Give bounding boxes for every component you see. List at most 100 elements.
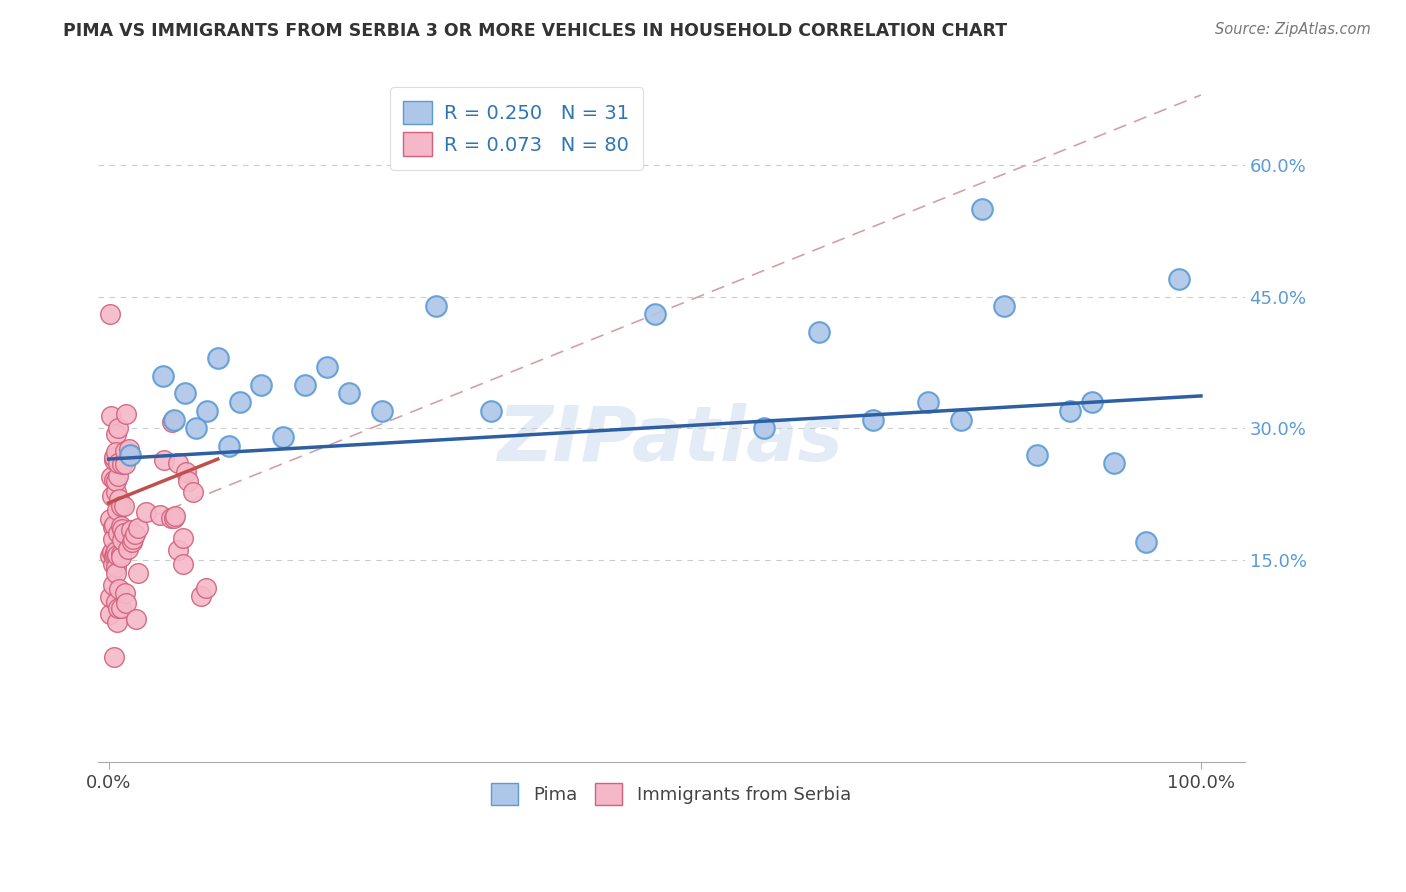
Point bbox=[294, 377, 316, 392]
Point bbox=[104, 426, 127, 441]
Point bbox=[103, 549, 125, 564]
Point bbox=[207, 351, 229, 366]
Point bbox=[100, 470, 122, 484]
Point bbox=[118, 442, 141, 456]
Point bbox=[127, 521, 149, 535]
Point bbox=[807, 325, 830, 339]
Point bbox=[218, 439, 240, 453]
Point bbox=[1059, 404, 1081, 418]
Point bbox=[100, 409, 122, 423]
Point bbox=[159, 511, 181, 525]
Point bbox=[1135, 535, 1157, 549]
Point bbox=[104, 560, 127, 574]
Point bbox=[98, 512, 121, 526]
Point bbox=[112, 525, 135, 540]
Point bbox=[101, 545, 124, 559]
Point bbox=[370, 404, 392, 418]
Point bbox=[121, 523, 143, 537]
Point bbox=[644, 307, 666, 321]
Point bbox=[425, 299, 447, 313]
Point bbox=[107, 469, 129, 483]
Point bbox=[752, 421, 775, 435]
Point bbox=[115, 407, 138, 421]
Point bbox=[174, 465, 197, 479]
Point bbox=[105, 502, 128, 516]
Point bbox=[101, 489, 124, 503]
Point bbox=[195, 404, 218, 418]
Point bbox=[101, 558, 124, 572]
Point bbox=[103, 473, 125, 487]
Point bbox=[184, 421, 207, 435]
Point bbox=[104, 566, 127, 580]
Point bbox=[1080, 395, 1102, 409]
Point bbox=[98, 590, 121, 604]
Point bbox=[1102, 457, 1125, 471]
Point bbox=[194, 581, 217, 595]
Point bbox=[163, 508, 186, 523]
Point bbox=[105, 595, 128, 609]
Point bbox=[110, 500, 132, 514]
Point bbox=[135, 505, 157, 519]
Point bbox=[167, 543, 190, 558]
Point bbox=[121, 535, 143, 549]
Point bbox=[107, 615, 129, 629]
Point bbox=[114, 586, 136, 600]
Text: Source: ZipAtlas.com: Source: ZipAtlas.com bbox=[1215, 22, 1371, 37]
Point bbox=[172, 531, 194, 545]
Point bbox=[190, 589, 212, 603]
Point bbox=[1168, 272, 1191, 286]
Point bbox=[104, 445, 127, 459]
Point bbox=[110, 519, 132, 533]
Point bbox=[250, 377, 273, 392]
Point bbox=[108, 491, 131, 506]
Point bbox=[103, 578, 125, 592]
Point bbox=[111, 522, 134, 536]
Point bbox=[120, 448, 142, 462]
Point bbox=[104, 543, 127, 558]
Point bbox=[972, 202, 994, 216]
Point bbox=[149, 508, 172, 522]
Point bbox=[917, 395, 939, 409]
Text: PIMA VS IMMIGRANTS FROM SERBIA 3 OR MORE VEHICLES IN HOUSEHOLD CORRELATION CHART: PIMA VS IMMIGRANTS FROM SERBIA 3 OR MORE… bbox=[63, 22, 1007, 40]
Point bbox=[98, 549, 121, 563]
Point bbox=[316, 359, 339, 374]
Point bbox=[172, 557, 194, 571]
Point bbox=[152, 368, 174, 383]
Point bbox=[103, 453, 125, 467]
Point bbox=[993, 299, 1015, 313]
Point bbox=[479, 404, 502, 418]
Point bbox=[103, 518, 125, 533]
Point bbox=[174, 386, 197, 401]
Point bbox=[104, 546, 127, 560]
Point bbox=[103, 532, 125, 546]
Point bbox=[125, 612, 148, 626]
Point bbox=[103, 650, 125, 665]
Point bbox=[163, 412, 186, 426]
Point bbox=[111, 533, 134, 548]
Point bbox=[105, 548, 128, 562]
Point bbox=[273, 430, 295, 444]
Point bbox=[862, 412, 884, 426]
Point bbox=[337, 386, 360, 401]
Point bbox=[104, 485, 127, 500]
Point bbox=[108, 582, 131, 596]
Point bbox=[1026, 448, 1049, 462]
Point bbox=[163, 511, 186, 525]
Legend: Pima, Immigrants from Serbia: Pima, Immigrants from Serbia bbox=[482, 774, 860, 814]
Point bbox=[228, 395, 250, 409]
Point bbox=[110, 550, 132, 565]
Point bbox=[181, 485, 204, 500]
Text: ZIPatlas: ZIPatlas bbox=[498, 403, 844, 477]
Point bbox=[162, 415, 184, 429]
Point bbox=[110, 457, 132, 471]
Point bbox=[112, 499, 135, 513]
Point bbox=[101, 544, 124, 558]
Point bbox=[104, 547, 127, 561]
Point bbox=[107, 525, 129, 540]
Point bbox=[107, 420, 129, 434]
Point bbox=[103, 450, 125, 464]
Point bbox=[114, 457, 136, 471]
Point bbox=[114, 596, 136, 610]
Point bbox=[177, 474, 200, 488]
Point bbox=[153, 453, 176, 467]
